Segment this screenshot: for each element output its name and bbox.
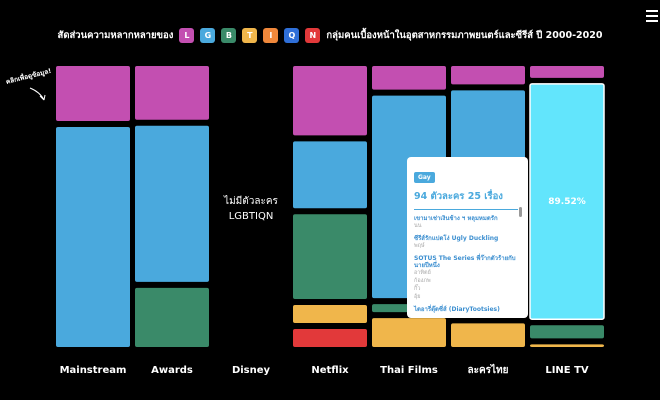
bar-segment [530, 344, 604, 347]
bar-segment [56, 127, 130, 347]
bar-segment [135, 66, 209, 120]
title-suffix: กลุ่มคนเบื้องหน้าในอุตสาหกรรมภาพยนตร์และ… [326, 30, 603, 41]
x-tick-label: Disney [232, 365, 271, 376]
x-tick-label: LINE TV [545, 365, 589, 376]
legend-item[interactable]: L [179, 28, 195, 43]
tooltip-item-title[interactable]: SOTUS The Series พี่ว๊ากตัวร้ายกับนายปีห… [414, 255, 516, 269]
bar-segment [293, 66, 367, 136]
legend-item[interactable]: G [200, 28, 216, 43]
bar-segment [372, 318, 446, 347]
value-label: 89.52% [548, 197, 586, 207]
x-tick-label: Thai Films [380, 365, 438, 376]
bar-segment [529, 83, 605, 320]
x-tick-label: Mainstream [60, 365, 127, 376]
tooltip-item-name: กิ๊ว [414, 286, 421, 292]
bar-segment [293, 214, 367, 300]
bar-segment [135, 287, 209, 347]
x-tick-label: Awards [151, 365, 193, 376]
legend-item[interactable]: Q [284, 28, 300, 43]
bar-segment [530, 66, 604, 78]
tooltip: Gay 94 ตัวละคร 25 เรื่อง เขามาเช่าเงินช้… [407, 157, 528, 318]
legend-item[interactable]: N [305, 28, 321, 43]
tooltip-item-name: นน [414, 223, 422, 229]
legend-item[interactable]: T [242, 28, 258, 43]
no-data-label: LGBTIQN [229, 211, 274, 222]
scrollbar[interactable] [519, 207, 522, 217]
tooltip-item-name: ก้องภพ [414, 278, 431, 284]
bar-segment [451, 66, 525, 85]
legend-item[interactable]: I [263, 28, 279, 43]
tooltip-item-name: อาทิตย์ [414, 270, 431, 276]
tooltip-item-title[interactable]: เขามาเช่าเงินช้าง ฯ หลุมหมดรัก [414, 215, 498, 222]
annotation: คลิกเพื่อดูข้อมูล! [5, 65, 53, 87]
legend-item[interactable]: B [221, 28, 237, 43]
tooltip-heading: 94 ตัวละคร 25 เรื่อง [414, 189, 518, 210]
bar-segment [451, 323, 525, 347]
bar-segment [530, 325, 604, 339]
tooltip-list: เขามาเช่าเงินช้าง ฯ หลุมหมดรัก นนซีรีส์รั… [414, 215, 518, 313]
tooltip-item-name: พฤษ์ [414, 243, 425, 249]
bar-segment [135, 125, 209, 282]
bar-segment [56, 66, 130, 121]
no-data-label: ไม่มีตัวละคร [223, 195, 279, 207]
bar-segment [293, 141, 367, 209]
bar-segment [293, 305, 367, 324]
tooltip-item-title[interactable]: ไดอารี่ตุ๊ดซี่ส์ (DiaryTootsies) [414, 306, 500, 313]
title-prefix: สัดส่วนความหลากหลายของ [57, 30, 174, 41]
x-tick-label: ละครไทย [467, 363, 508, 376]
menu-button[interactable] [646, 10, 658, 25]
tooltip-badge: Gay [414, 172, 435, 183]
x-tick-label: Netflix [311, 365, 349, 376]
bar-segment [372, 66, 446, 90]
tooltip-item-name: อุ้ย [414, 294, 421, 300]
bar-segment [293, 329, 367, 347]
annotation-arrow [29, 87, 46, 101]
tooltip-item-title[interactable]: ซีรีส์รักแปดโง่ Ugly Duckling [414, 235, 499, 242]
